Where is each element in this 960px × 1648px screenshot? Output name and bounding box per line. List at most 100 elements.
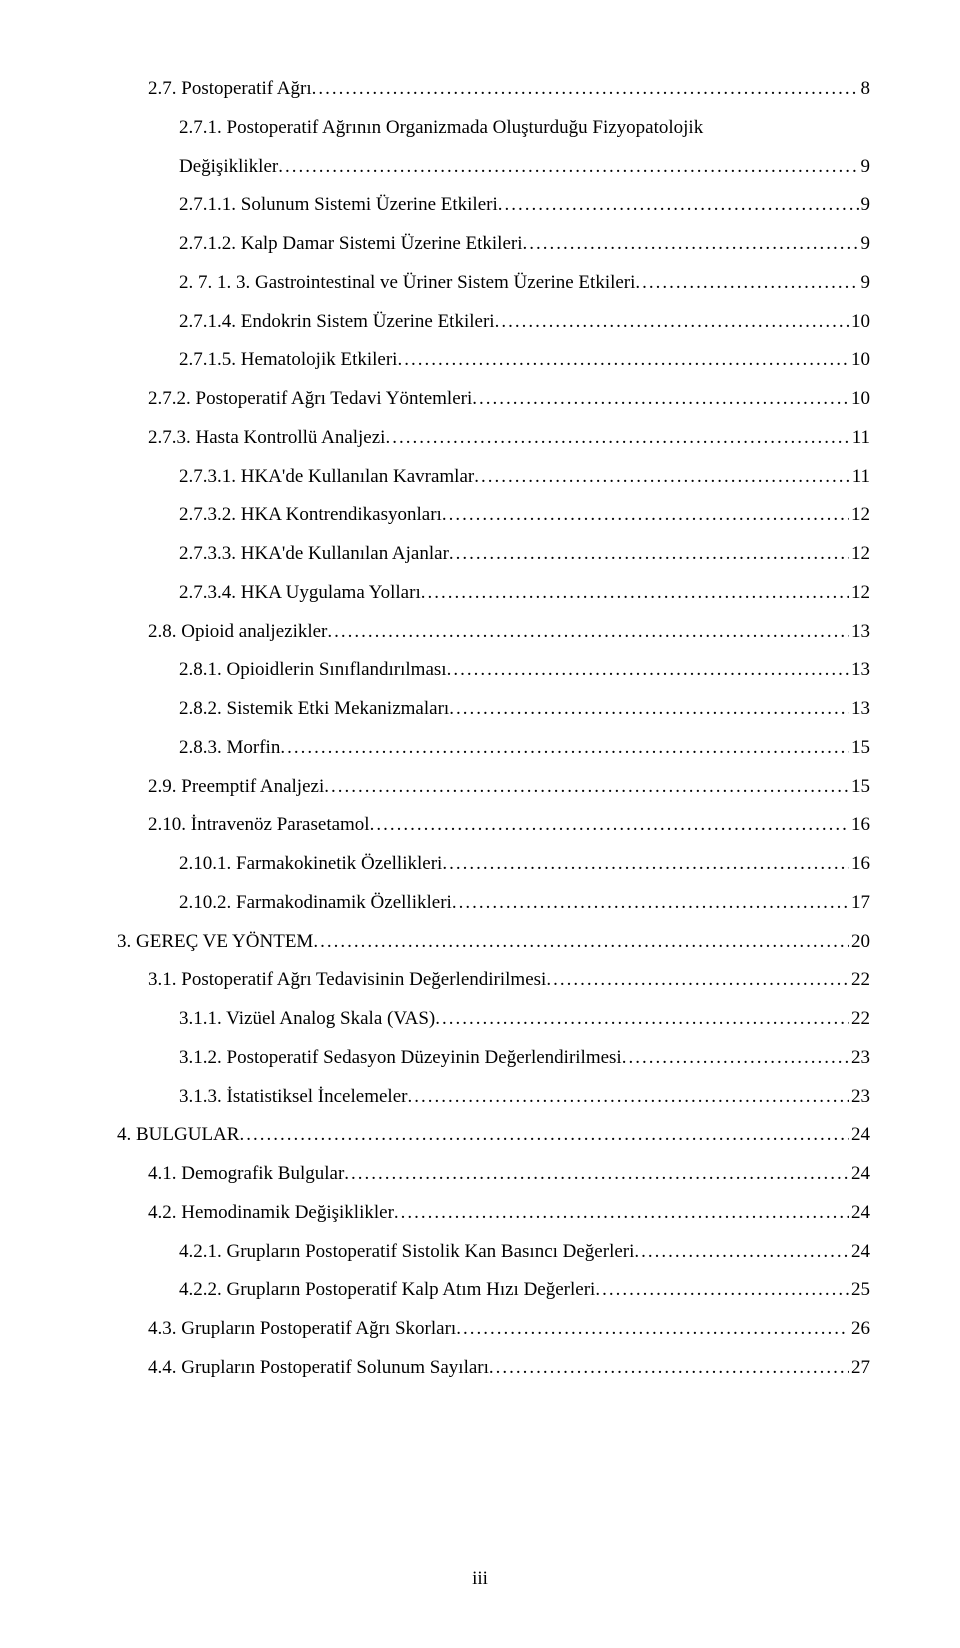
toc-page: 25	[849, 1271, 870, 1310]
toc-page: 24	[849, 1233, 870, 1272]
toc-entry: 2.8. Opioid analjezikler 13	[117, 613, 870, 652]
toc-label: 2.7.3.2. HKA Kontrendikasyonları	[179, 496, 442, 535]
toc-entry: 2.8.3. Morfin 15	[117, 729, 870, 768]
toc-label: 2.7.3.3. HKA'de Kullanılan Ajanlar	[179, 535, 449, 574]
toc-leader	[239, 1116, 849, 1155]
toc-page: 24	[849, 1194, 870, 1233]
toc-page: 27	[849, 1349, 870, 1388]
toc-page: 9	[859, 148, 871, 187]
toc-page: 15	[849, 768, 870, 807]
toc-page: 22	[849, 1000, 870, 1039]
toc-page: 16	[849, 806, 870, 845]
toc-label: 4.2.2. Grupların Postoperatif Kalp Atım …	[179, 1271, 595, 1310]
toc-entry: 4.2.2. Grupların Postoperatif Kalp Atım …	[117, 1271, 870, 1310]
toc-entry: 2.10. İntravenöz Parasetamol16	[117, 806, 870, 845]
toc-label: 4.2.1. Grupların Postoperatif Sistolik K…	[179, 1233, 634, 1272]
toc-entry: 3.1.1. Vizüel Analog Skala (VAS) 22	[117, 1000, 870, 1039]
toc-page: 23	[849, 1039, 870, 1078]
toc-leader	[421, 574, 849, 613]
toc-leader	[312, 70, 859, 109]
toc-leader	[447, 651, 849, 690]
toc-entry: 3.1.3. İstatistiksel İncelemeler23	[117, 1078, 870, 1117]
toc-page: 8	[859, 70, 871, 109]
toc-entry: 4. BULGULAR 24	[117, 1116, 870, 1155]
toc-page: 11	[850, 458, 870, 497]
toc-page: 16	[849, 845, 870, 884]
toc-label: 4. BULGULAR	[117, 1116, 239, 1155]
toc-entry: 2.7.1.5. Hematolojik Etkileri 10	[117, 341, 870, 380]
toc-entry: 2. 7. 1. 3. Gastrointestinal ve Üriner S…	[117, 264, 870, 303]
toc-leader	[635, 264, 858, 303]
toc-label: 4.4. Grupların Postoperatif Solunum Sayı…	[148, 1349, 489, 1388]
toc-entry: 4.2.1. Grupların Postoperatif Sistolik K…	[117, 1233, 870, 1272]
toc-entry: 2.7.1.1. Solunum Sistemi Üzerine Etkiler…	[117, 186, 870, 225]
toc-label: 3. GEREÇ VE YÖNTEM	[117, 923, 313, 962]
toc-entry: 2.7. Postoperatif Ağrı8	[117, 70, 870, 109]
toc-label: Değişiklikler	[179, 148, 278, 187]
toc-leader	[449, 535, 849, 574]
toc-page: 12	[849, 535, 870, 574]
toc-leader	[397, 341, 849, 380]
toc-leader	[407, 1078, 849, 1117]
toc-leader	[472, 380, 849, 419]
toc-label: 2.8.3. Morfin	[179, 729, 280, 768]
toc-label: 3.1.3. İstatistiksel İncelemeler	[179, 1078, 407, 1117]
toc-leader	[546, 961, 849, 1000]
toc-page: 24	[849, 1155, 870, 1194]
toc-page: 9	[859, 264, 871, 303]
toc-leader	[278, 148, 858, 187]
toc-leader	[489, 1349, 849, 1388]
toc-label: 3.1.1. Vizüel Analog Skala (VAS)	[179, 1000, 435, 1039]
toc-label: 2.10.1. Farmakokinetik Özellikleri	[179, 845, 442, 884]
toc-page: 12	[849, 574, 870, 613]
toc-entry: 2.7.2. Postoperatif Ağrı Tedavi Yöntemle…	[117, 380, 870, 419]
toc-page: 9	[859, 186, 871, 225]
toc-leader	[280, 729, 849, 768]
toc-leader	[324, 768, 849, 807]
toc-entry: 2.9. Preemptif Analjezi 15	[117, 768, 870, 807]
toc-label: 2.7.1. Postoperatif Ağrının Organizmada …	[179, 117, 703, 138]
toc-entry: 2.8.2. Sistemik Etki Mekanizmaları13	[117, 690, 870, 729]
toc-page: 15	[849, 729, 870, 768]
toc-leader	[523, 225, 859, 264]
toc-page: 13	[849, 613, 870, 652]
toc-label: 2.9. Preemptif Analjezi	[148, 768, 324, 807]
toc-page: 26	[849, 1310, 870, 1349]
toc-page: 13	[849, 651, 870, 690]
toc-label: 2.7.1.1. Solunum Sistemi Üzerine Etkiler…	[179, 186, 498, 225]
toc-leader	[344, 1155, 849, 1194]
toc-label: 2.7.3.4. HKA Uygulama Yolları	[179, 574, 421, 613]
toc-entry: 2.7.3.2. HKA Kontrendikasyonları12	[117, 496, 870, 535]
toc-entry: 4.1. Demografik Bulgular24	[117, 1155, 870, 1194]
toc-entry: 2.7.1. Postoperatif Ağrının Organizmada …	[117, 109, 870, 148]
toc-label: 3.1.2. Postoperatif Sedasyon Düzeyinin D…	[179, 1039, 622, 1078]
toc-label: 2.7.1.2. Kalp Damar Sistemi Üzerine Etki…	[179, 225, 523, 264]
toc-leader	[449, 690, 849, 729]
toc-entry: 4.4. Grupların Postoperatif Solunum Sayı…	[117, 1349, 870, 1388]
toc-label: 2.10.2. Farmakodinamik Özellikleri	[179, 884, 452, 923]
toc-page: 20	[849, 923, 870, 962]
toc-leader	[495, 303, 849, 342]
table-of-contents: 2.7. Postoperatif Ağrı8 2.7.1. Postoperat…	[117, 70, 870, 1388]
toc-page: 13	[849, 690, 870, 729]
toc-label: 4.2. Hemodinamik Değişiklikler	[148, 1194, 394, 1233]
toc-leader	[474, 458, 849, 497]
toc-entry: 2.7.1.4. Endokrin Sistem Üzerine Etkiler…	[117, 303, 870, 342]
toc-entry: 2.7.3.1. HKA'de Kullanılan Kavramlar 11	[117, 458, 870, 497]
toc-label: 2.7.3.1. HKA'de Kullanılan Kavramlar	[179, 458, 474, 497]
toc-label: 2.7.1.4. Endokrin Sistem Üzerine Etkiler…	[179, 303, 495, 342]
toc-label: 2.7.3. Hasta Kontrollü Analjezi	[148, 419, 385, 458]
toc-label: 2.7.1.5. Hematolojik Etkileri	[179, 341, 397, 380]
toc-entry: 3. GEREÇ VE YÖNTEM 20	[117, 923, 870, 962]
toc-entry: Değişiklikler 9	[117, 148, 870, 187]
toc-label: 2.8. Opioid analjezikler	[148, 613, 327, 652]
toc-label: 4.3. Grupların Postoperatif Ağrı Skorlar…	[148, 1310, 456, 1349]
toc-page: 22	[849, 961, 870, 1000]
toc-page: 10	[849, 341, 870, 380]
toc-leader	[385, 419, 849, 458]
toc-page: 24	[849, 1116, 870, 1155]
toc-entry: 3.1.2. Postoperatif Sedasyon Düzeyinin D…	[117, 1039, 870, 1078]
toc-leader	[452, 884, 849, 923]
toc-entry: 3.1. Postoperatif Ağrı Tedavisinin Değer…	[117, 961, 870, 1000]
toc-page: 10	[849, 303, 870, 342]
